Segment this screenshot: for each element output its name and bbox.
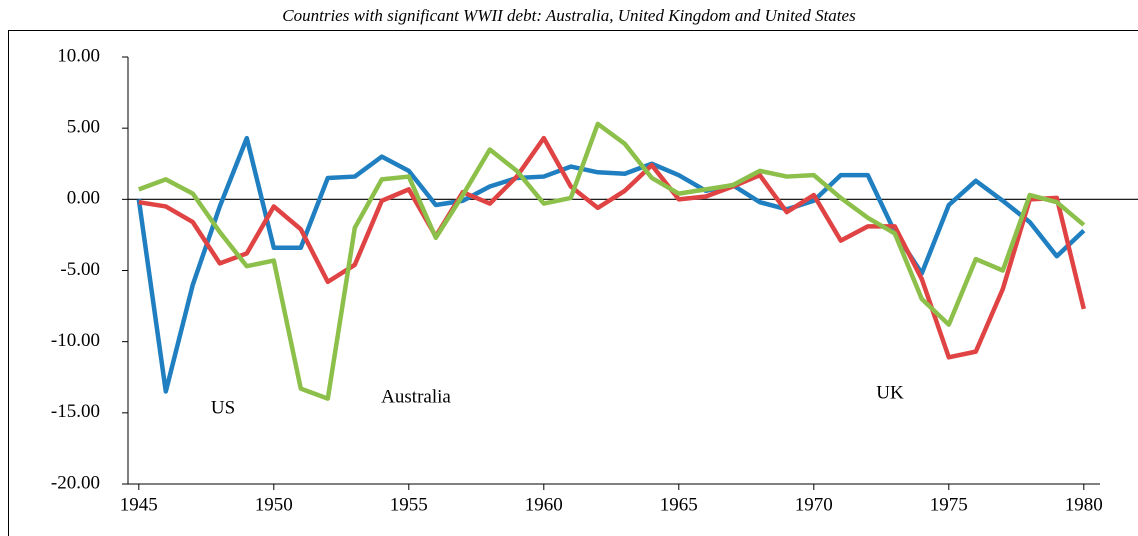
y-tick-label: 0.00: [67, 188, 100, 209]
chart-title: Countries with significant WWII debt: Au…: [282, 6, 856, 25]
x-tick-label: 1980: [1065, 494, 1103, 515]
x-tick-label: 1945: [120, 494, 158, 515]
series-line: [136, 135, 1086, 394]
x-tick-label: 1970: [795, 494, 833, 515]
series-line: [138, 121, 1086, 401]
y-tick-label: -15.00: [51, 401, 100, 422]
annotation: UK: [876, 382, 904, 403]
y-tick-label: -10.00: [51, 330, 100, 351]
y-tick-label: 5.00: [67, 117, 100, 138]
frame: [8, 30, 1138, 536]
y-tick-label: -5.00: [60, 259, 100, 280]
y-tick-label: 10.00: [57, 45, 100, 66]
series-line: [138, 135, 1086, 360]
annotation: Australia: [381, 386, 451, 407]
x-tick-label: 1965: [660, 494, 698, 515]
annotation: US: [211, 397, 235, 418]
y-tick-label: -20.00: [51, 472, 100, 493]
x-tick-label: 1955: [390, 494, 428, 515]
x-tick-label: 1960: [525, 494, 563, 515]
x-tick-label: 1950: [255, 494, 293, 515]
x-tick-label: 1975: [930, 494, 968, 515]
